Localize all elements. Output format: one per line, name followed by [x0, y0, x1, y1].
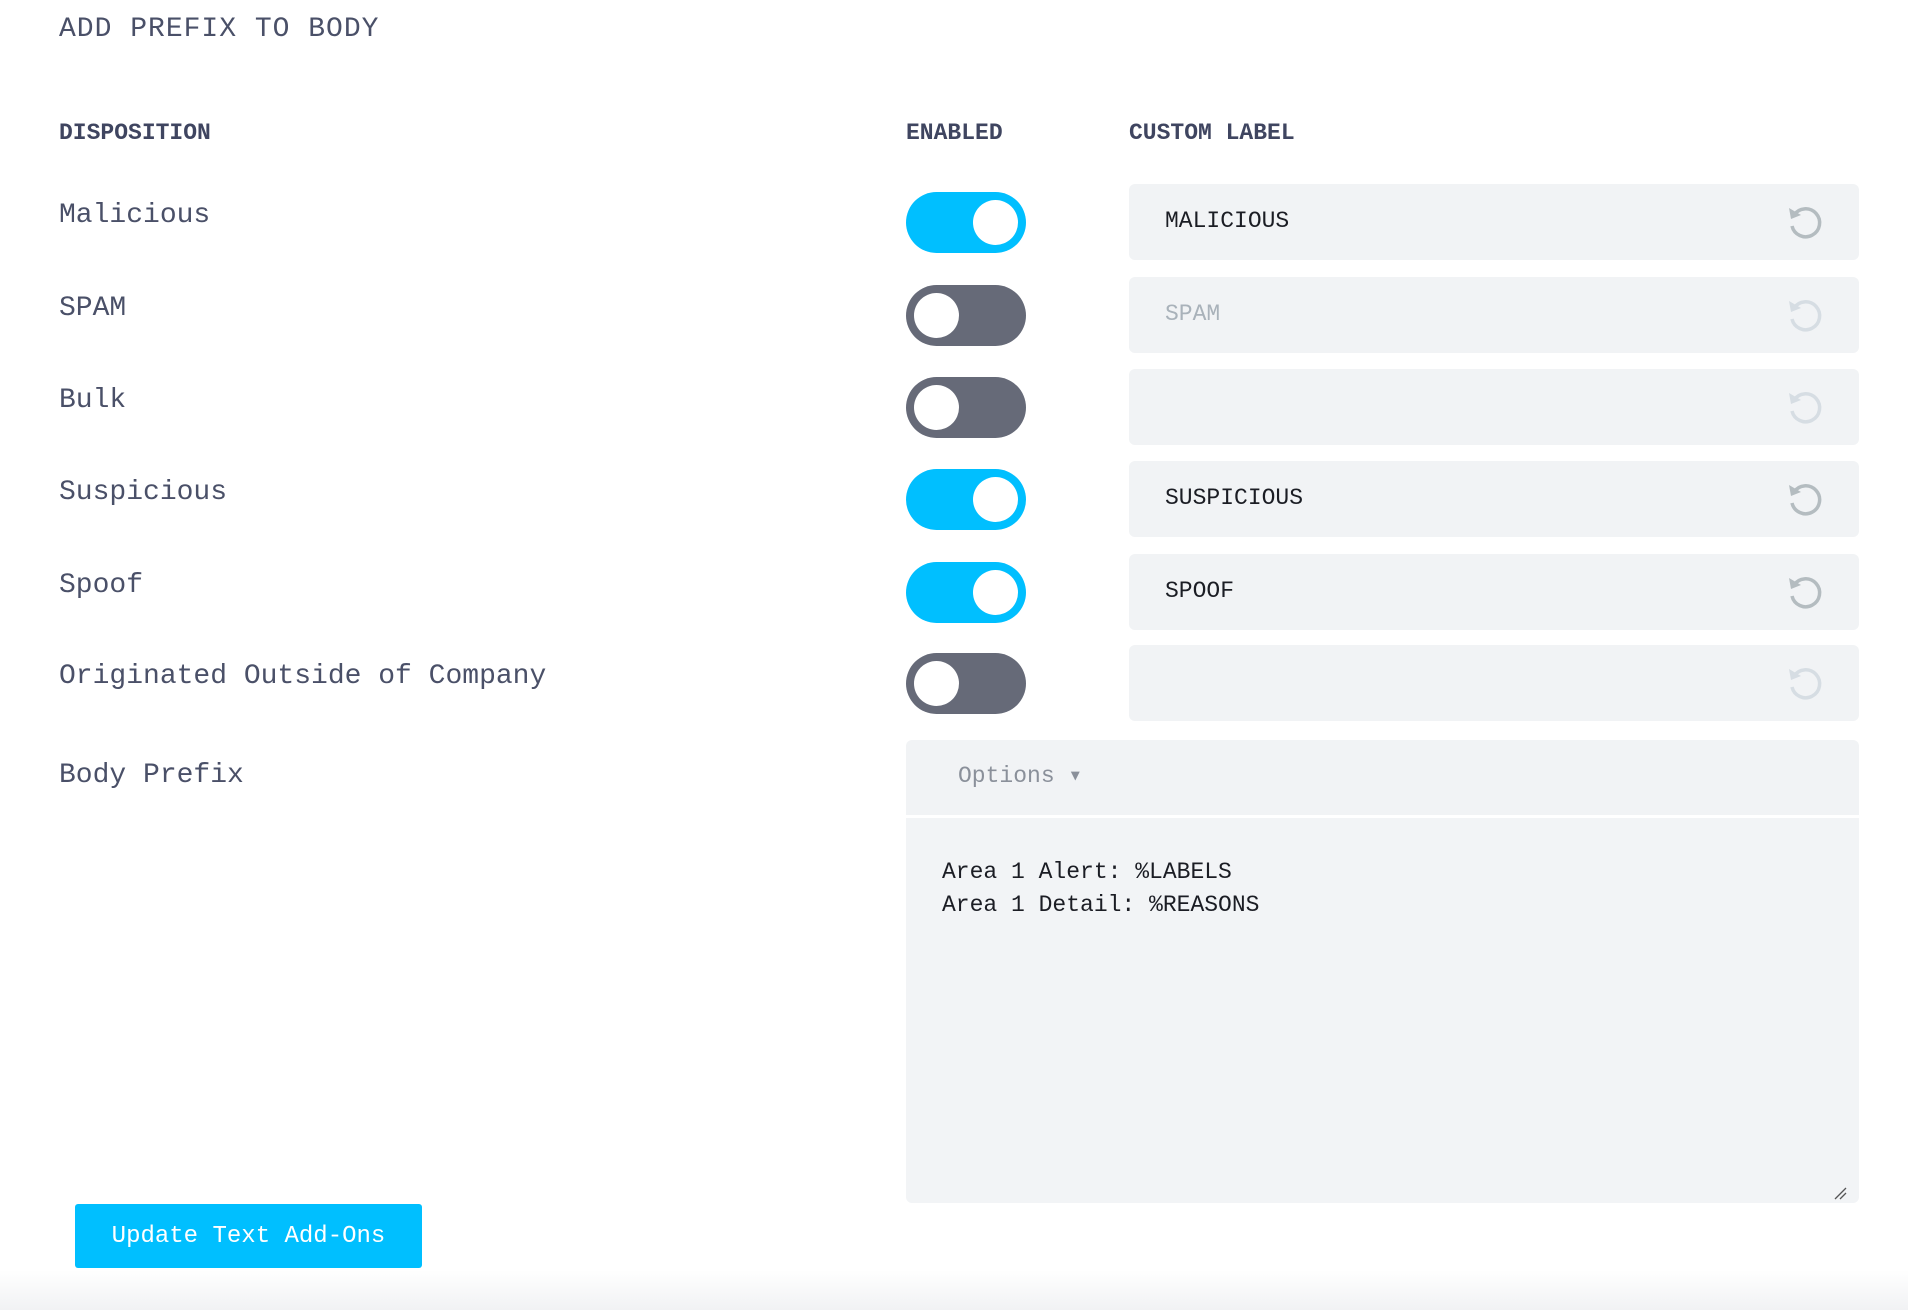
update-text-addons-button[interactable]: Update Text Add-Ons: [75, 1204, 422, 1268]
options-label: Options ▾: [958, 763, 1083, 789]
disposition-label-suspicious: Suspicious: [59, 477, 228, 508]
reset-undo-icon[interactable]: [1785, 295, 1825, 335]
disposition-label-spam: SPAM: [59, 293, 127, 324]
reset-undo-icon[interactable]: [1785, 663, 1825, 703]
disposition-label-spoof: Spoof: [59, 570, 144, 601]
header-custom-label: CUSTOM LABEL: [1129, 120, 1295, 146]
custom-label-input-bulk[interactable]: [1129, 369, 1859, 445]
custom-label-input-spam[interactable]: SPAM: [1129, 277, 1859, 353]
custom-label-input-suspicious[interactable]: SUSPICIOUS: [1129, 461, 1859, 537]
enabled-toggle-spoof[interactable]: [906, 562, 1026, 623]
reset-undo-icon[interactable]: [1785, 572, 1825, 612]
disposition-label-originated-outside-of-company: Originated Outside of Company: [59, 661, 547, 692]
header-enabled: ENABLED: [906, 120, 1003, 146]
custom-label-input-originated-outside-of-company[interactable]: [1129, 645, 1859, 721]
reset-undo-icon[interactable]: [1785, 202, 1825, 242]
resize-grip-icon[interactable]: [1833, 1186, 1847, 1200]
toggle-knob: [973, 200, 1018, 245]
toggle-knob: [914, 293, 959, 338]
bottom-shadow: [0, 1270, 1908, 1310]
header-disposition: DISPOSITION: [59, 120, 211, 146]
toggle-knob: [914, 661, 959, 706]
disposition-label-bulk: Bulk: [59, 385, 127, 416]
enabled-toggle-malicious[interactable]: [906, 192, 1026, 253]
toggle-knob: [973, 477, 1018, 522]
disposition-label-malicious: Malicious: [59, 200, 211, 231]
custom-label-value: SPOOF: [1165, 578, 1235, 604]
section-title: ADD PREFIX TO BODY: [59, 14, 380, 45]
enabled-toggle-originated-outside-of-company[interactable]: [906, 653, 1026, 714]
body-prefix-label: Body Prefix: [59, 760, 244, 791]
custom-label-input-malicious[interactable]: MALICIOUS: [1129, 184, 1859, 260]
enabled-toggle-bulk[interactable]: [906, 377, 1026, 438]
toggle-knob: [973, 570, 1018, 615]
custom-label-value: SPAM: [1165, 301, 1221, 327]
custom-label-input-spoof[interactable]: SPOOF: [1129, 554, 1859, 630]
body-prefix-textarea[interactable]: Area 1 Alert: %LABELS Area 1 Detail: %RE…: [906, 818, 1859, 1203]
custom-label-value: MALICIOUS: [1165, 208, 1290, 234]
toggle-knob: [914, 385, 959, 430]
custom-label-value: SUSPICIOUS: [1165, 485, 1304, 511]
enabled-toggle-spam[interactable]: [906, 285, 1026, 346]
enabled-toggle-suspicious[interactable]: [906, 469, 1026, 530]
options-dropdown[interactable]: Options ▾: [906, 740, 1859, 815]
reset-undo-icon[interactable]: [1785, 479, 1825, 519]
reset-undo-icon[interactable]: [1785, 387, 1825, 427]
